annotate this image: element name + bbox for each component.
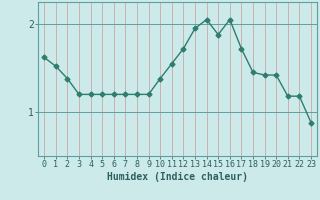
- X-axis label: Humidex (Indice chaleur): Humidex (Indice chaleur): [107, 172, 248, 182]
